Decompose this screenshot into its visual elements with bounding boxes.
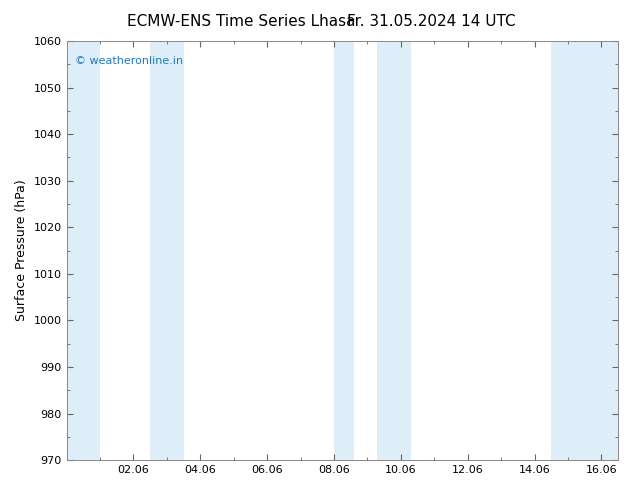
Bar [150, 41, 183, 460]
Bar [377, 41, 411, 460]
Text: ECMW-ENS Time Series Lhasa: ECMW-ENS Time Series Lhasa [127, 14, 355, 29]
Bar [67, 41, 100, 460]
Text: © weatheronline.in: © weatheronline.in [75, 56, 183, 66]
Text: Fr. 31.05.2024 14 UTC: Fr. 31.05.2024 14 UTC [347, 14, 515, 29]
Bar [334, 41, 354, 460]
Y-axis label: Surface Pressure (hPa): Surface Pressure (hPa) [15, 180, 28, 321]
Bar [551, 41, 618, 460]
